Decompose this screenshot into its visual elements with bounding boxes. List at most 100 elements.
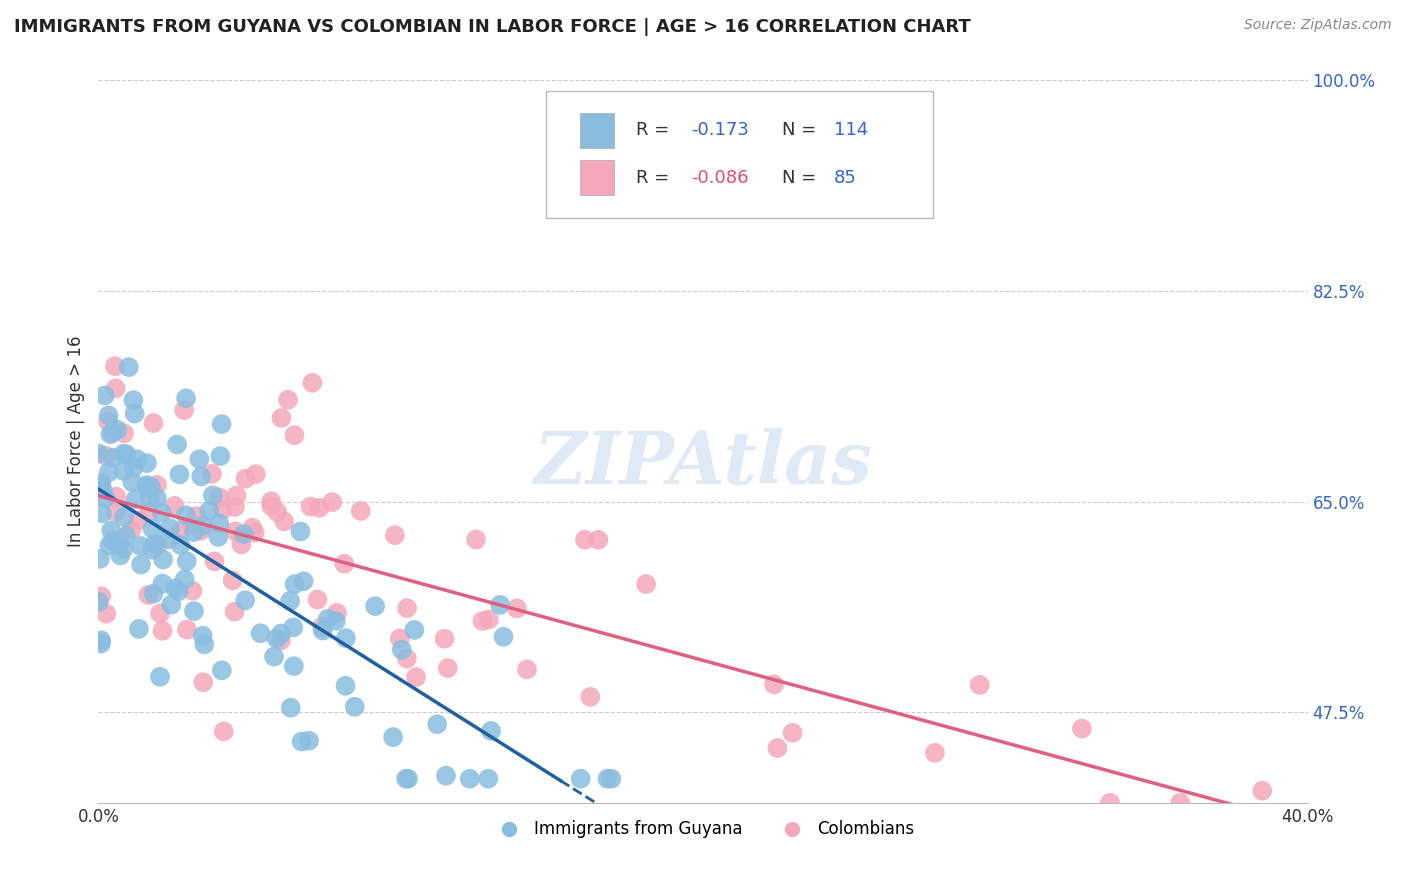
- Point: [97, 409, 120, 423]
- Point: [280, 700, 302, 714]
- Text: ZIPAtlas: ZIPAtlas: [534, 428, 872, 499]
- Point: [121, 523, 143, 537]
- Point: [173, 573, 195, 587]
- Point: [176, 554, 198, 568]
- Point: [142, 587, 165, 601]
- Point: [766, 741, 789, 756]
- Point: [391, 642, 413, 657]
- Point: [308, 500, 330, 515]
- Point: [333, 557, 356, 571]
- Point: [243, 525, 266, 540]
- Point: [224, 605, 246, 619]
- Point: [104, 359, 127, 373]
- Point: [292, 574, 315, 589]
- Text: 85: 85: [834, 169, 856, 186]
- Point: [516, 662, 538, 676]
- Point: [141, 542, 163, 557]
- Point: [90, 633, 112, 648]
- Point: [396, 772, 419, 786]
- Point: [97, 414, 120, 428]
- Point: [506, 601, 529, 615]
- Point: [180, 518, 202, 533]
- Point: [471, 614, 494, 628]
- Point: [90, 479, 112, 493]
- Point: [98, 538, 121, 552]
- Point: [89, 552, 111, 566]
- Point: [118, 360, 141, 375]
- Point: [263, 649, 285, 664]
- Text: -0.086: -0.086: [690, 169, 748, 186]
- Point: [278, 594, 301, 608]
- Point: [110, 549, 132, 563]
- Point: [104, 381, 127, 395]
- Point: [165, 581, 187, 595]
- Point: [1098, 796, 1121, 810]
- Point: [139, 491, 162, 505]
- Point: [128, 622, 150, 636]
- Point: [225, 489, 247, 503]
- Point: [115, 447, 138, 461]
- Point: [122, 460, 145, 475]
- Point: [326, 606, 349, 620]
- Point: [260, 499, 283, 513]
- Point: [277, 392, 299, 407]
- Point: [90, 636, 112, 650]
- Point: [1071, 722, 1094, 736]
- Point: [207, 530, 229, 544]
- Point: [235, 472, 257, 486]
- Point: [201, 467, 224, 481]
- Point: [211, 663, 233, 677]
- Point: [183, 525, 205, 540]
- Point: [307, 592, 329, 607]
- Point: [142, 522, 165, 536]
- Point: [569, 772, 592, 786]
- Point: [143, 537, 166, 551]
- Point: [135, 456, 157, 470]
- Point: [208, 516, 231, 531]
- Point: [283, 428, 305, 442]
- Point: [311, 620, 333, 634]
- Point: [201, 488, 224, 502]
- Point: [90, 475, 112, 490]
- Point: [170, 524, 193, 538]
- Point: [202, 554, 225, 568]
- Point: [249, 626, 271, 640]
- Point: [101, 533, 124, 548]
- Point: [91, 483, 114, 498]
- Point: [159, 521, 181, 535]
- Point: [125, 492, 148, 507]
- Point: [193, 675, 215, 690]
- Text: 114: 114: [834, 121, 868, 139]
- Point: [96, 607, 118, 621]
- Point: [105, 490, 128, 504]
- Point: [283, 620, 305, 634]
- Point: [273, 515, 295, 529]
- Point: [152, 624, 174, 638]
- Point: [94, 388, 117, 402]
- Point: [97, 465, 120, 479]
- Point: [209, 449, 232, 463]
- Text: -0.173: -0.173: [690, 121, 749, 139]
- Point: [301, 376, 323, 390]
- Point: [343, 699, 366, 714]
- Point: [266, 505, 288, 519]
- Point: [270, 633, 292, 648]
- Point: [266, 632, 288, 646]
- Point: [190, 524, 212, 538]
- Point: [186, 509, 208, 524]
- Point: [321, 495, 343, 509]
- Point: [232, 527, 254, 541]
- Point: [149, 670, 172, 684]
- Point: [212, 502, 235, 516]
- Point: [1251, 784, 1274, 798]
- Point: [163, 499, 186, 513]
- Point: [405, 670, 427, 684]
- Point: [212, 724, 235, 739]
- Point: [588, 533, 610, 547]
- Point: [489, 598, 512, 612]
- Point: [124, 407, 146, 421]
- Point: [100, 524, 122, 538]
- Point: [596, 772, 619, 786]
- Point: [87, 595, 110, 609]
- Point: [191, 629, 214, 643]
